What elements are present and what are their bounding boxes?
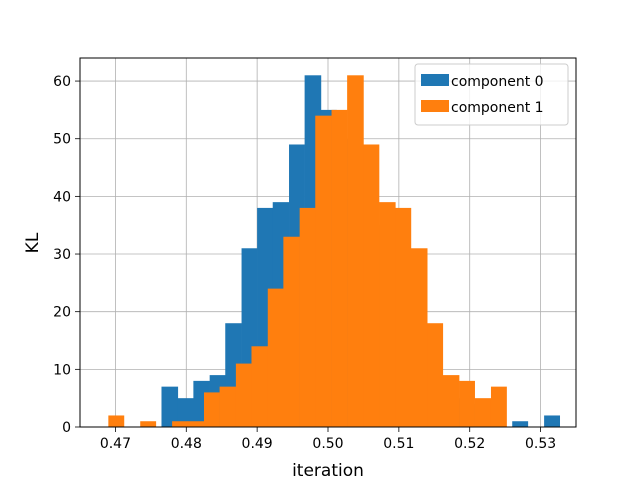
bar-component-1-bin-22 bbox=[459, 380, 475, 427]
legend-box bbox=[414, 63, 569, 126]
x-tick-label-0: 0.47 bbox=[100, 436, 131, 452]
bar-component-1-bin-9 bbox=[251, 346, 269, 427]
bar-component-1-bin-19 bbox=[410, 248, 428, 427]
bar-component-0-bin-0 bbox=[161, 386, 179, 427]
x-tick-label-2: 0.49 bbox=[242, 436, 273, 452]
bar-component-1-bin-2 bbox=[140, 421, 157, 427]
bar-component-1-bin-16 bbox=[363, 144, 380, 427]
y-tick-label-4: 40 bbox=[53, 189, 71, 205]
bar-component-1-bin-11 bbox=[283, 236, 300, 427]
bar-component-1-bin-6 bbox=[204, 392, 220, 427]
bar-component-0-bin-24 bbox=[544, 415, 561, 427]
bar-component-1-bin-20 bbox=[427, 323, 444, 427]
bar-component-1-bin-21 bbox=[442, 375, 460, 427]
bar-component-1-bin-17 bbox=[379, 202, 396, 427]
y-tick-label-0: 0 bbox=[62, 420, 71, 436]
bar-component-1-bin-23 bbox=[474, 398, 492, 427]
bar-component-1-bin-15 bbox=[347, 75, 364, 427]
bar-component-1-bin-10 bbox=[267, 288, 284, 427]
legend-label-component-1: component 1 bbox=[451, 100, 544, 116]
x-tick-label-4: 0.51 bbox=[383, 436, 414, 452]
bar-component-1-bin-12 bbox=[299, 207, 316, 427]
y-tick-label-1: 10 bbox=[53, 362, 71, 378]
y-tick-label-5: 50 bbox=[53, 132, 71, 148]
x-tick-label-5: 0.52 bbox=[454, 436, 485, 452]
bar-component-1-bin-5 bbox=[187, 421, 205, 427]
legend-swatch-component-0 bbox=[421, 74, 449, 86]
x-tick-label-1: 0.48 bbox=[171, 436, 202, 452]
y-tick-label-3: 30 bbox=[53, 247, 71, 263]
legend: component 0 component 1 bbox=[414, 63, 569, 126]
axis-ticks: 0.47 0.48 0.49 0.50 0.51 0.52 0.53 0 10 20 30 40 50 6… bbox=[53, 74, 556, 452]
bar-component-1-bin-18 bbox=[395, 207, 412, 427]
bar-component-0-bin-22 bbox=[512, 421, 529, 427]
bar-component-1-bin-0 bbox=[108, 415, 125, 427]
bar-component-1-bin-24 bbox=[490, 386, 507, 427]
bar-component-1-bin-4 bbox=[172, 421, 189, 427]
y-tick-label-6: 60 bbox=[53, 74, 71, 90]
bar-component-1-bin-13 bbox=[315, 115, 332, 427]
bar-component-1-bin-8 bbox=[235, 363, 252, 427]
x-axis-label: iteration bbox=[292, 461, 364, 480]
x-tick-label-6: 0.53 bbox=[525, 436, 556, 452]
series-component-1 bbox=[108, 75, 507, 427]
y-tick-label-2: 20 bbox=[53, 305, 71, 321]
legend-swatch-component-1 bbox=[421, 100, 449, 112]
y-axis-label: KL bbox=[23, 232, 43, 253]
x-tick-label-3: 0.50 bbox=[312, 436, 343, 452]
legend-label-component-0: component 0 bbox=[451, 74, 544, 90]
bars bbox=[108, 75, 561, 427]
bar-component-1-bin-7 bbox=[219, 386, 237, 427]
bar-component-1-bin-14 bbox=[331, 109, 348, 427]
bar-component-0-bin-1 bbox=[177, 398, 194, 427]
